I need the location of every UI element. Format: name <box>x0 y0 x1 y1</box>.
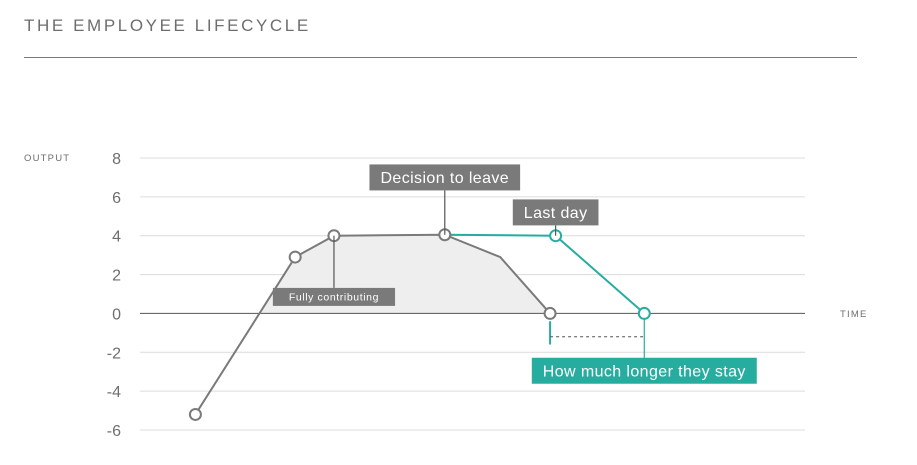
y-tick-label: 0 <box>112 306 121 323</box>
title-divider <box>24 57 857 58</box>
data-point-gray <box>188 407 202 421</box>
annotation-label: How much longer they stay <box>531 357 757 384</box>
data-point-gray <box>288 250 302 264</box>
y-tick-label: 8 <box>112 151 121 168</box>
annotation-text: Fully contributing <box>289 292 379 304</box>
axes: OUTPUT TIME 8 6 4 2 0 -2 -4 -6 <box>24 151 868 440</box>
annotation-box <box>272 287 396 306</box>
data-point-gray <box>543 306 557 320</box>
annotation-box <box>369 164 521 191</box>
y-tick-label: 2 <box>112 268 121 285</box>
page-title: THE EMPLOYEE LIFECYCLE <box>24 16 311 35</box>
annotations: Fully contributing Decision to leave Last … <box>272 164 757 384</box>
data-point-teal <box>637 306 651 320</box>
annotation-label: Fully contributing <box>272 287 396 306</box>
y-tick-label: -4 <box>107 384 121 401</box>
y-tick-label: -2 <box>107 345 121 362</box>
annotation-label: Last day <box>512 199 599 226</box>
annotation-box <box>531 357 757 384</box>
x-axis-label: TIME <box>840 309 868 320</box>
annotation-text: Decision to leave <box>380 170 509 187</box>
y-tick-label: 6 <box>112 190 121 207</box>
annotation-text: Last day <box>524 205 588 222</box>
y-tick-label: 4 <box>112 229 121 246</box>
y-tick-label: -6 <box>107 423 121 440</box>
y-axis-label: OUTPUT <box>24 153 70 164</box>
duration-measure <box>549 313 645 359</box>
annotation-box <box>512 199 599 226</box>
annotation-label: Decision to leave <box>369 164 521 191</box>
output-line-gray <box>194 233 551 415</box>
annotation-text: How much longer they stay <box>543 364 746 381</box>
